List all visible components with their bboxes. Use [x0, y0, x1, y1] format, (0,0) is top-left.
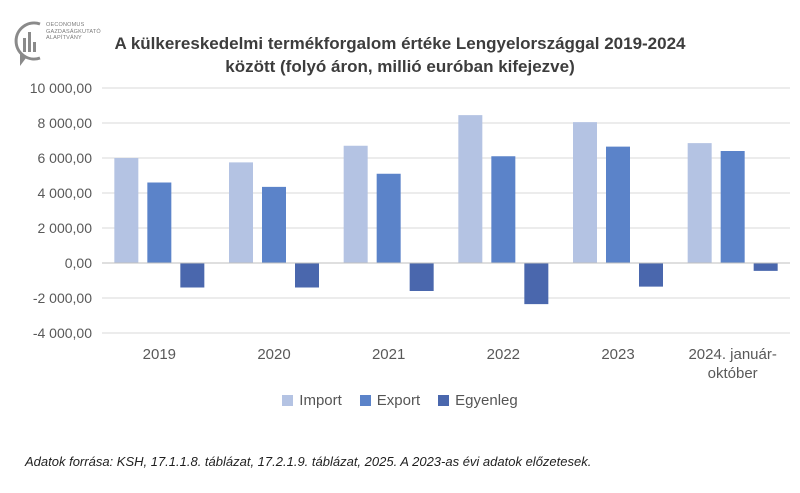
bar-import	[687, 143, 712, 263]
logo-text: OECONOMUS GAZDASÁGKUTATÓ ALAPÍTVÁNY	[46, 22, 101, 42]
bar-export	[491, 156, 516, 263]
bar-export	[720, 151, 745, 263]
bar-export	[262, 186, 286, 263]
y-tick-label: -2 000,00	[33, 290, 92, 306]
bar-export	[147, 182, 172, 263]
bar-export	[376, 173, 401, 263]
logo-line-1: OECONOMUS	[46, 22, 85, 28]
bar-import	[458, 115, 483, 263]
x-category-label: 2020	[257, 346, 290, 363]
x-category-label: 2021	[372, 346, 405, 363]
x-category-label: 2022	[487, 346, 520, 363]
legend-swatch-export	[359, 395, 371, 406]
bar-egyenleg	[524, 263, 549, 305]
bar-egyenleg	[180, 263, 205, 288]
logo-line-3: ALAPÍTVÁNY	[46, 35, 82, 41]
x-category-label: október	[708, 365, 758, 382]
y-tick-label: 2 000,00	[38, 220, 93, 236]
legend-item-export: Export	[359, 392, 421, 409]
logo-mark-icon	[14, 21, 41, 66]
legend-swatch-egyenleg	[438, 395, 450, 406]
bar-import	[229, 162, 253, 263]
bar-egyenleg	[409, 263, 434, 291]
legend-label-egyenleg: Egyenleg	[455, 392, 518, 409]
oeconomus-logo: OECONOMUS GAZDASÁGKUTATÓ ALAPÍTVÁNY	[10, 18, 101, 68]
x-category-label: 2019	[143, 346, 176, 363]
bar-egyenleg	[639, 263, 663, 287]
legend-label-import: Import	[299, 392, 342, 409]
logo-line-2: GAZDASÁGKUTATÓ	[46, 28, 101, 35]
chart-title-line-2: között (folyó áron, millió euróban kifej…	[225, 57, 575, 76]
bar-import	[573, 122, 597, 263]
source-note: Adatok forrása: KSH, 17.1.1.8. táblázat,…	[25, 454, 592, 469]
legend-item-egyenleg: Egyenleg	[438, 392, 518, 409]
bar-egyenleg	[295, 263, 319, 288]
y-tick-label: 0,00	[65, 255, 92, 271]
bar-import	[114, 158, 139, 263]
chart-title-line-1: A külkereskedelmi termékforgalom értéke …	[114, 34, 686, 53]
chart-legend: Import Export Egyenleg	[0, 392, 800, 409]
y-tick-label: 10 000,00	[30, 80, 92, 96]
legend-swatch-import	[282, 395, 294, 406]
bar-export	[606, 146, 630, 263]
y-tick-label: 4 000,00	[38, 185, 93, 201]
y-tick-label: 6 000,00	[38, 150, 93, 166]
y-tick-label: -4 000,00	[33, 325, 92, 341]
bar-egyenleg	[753, 263, 778, 271]
y-tick-label: 8 000,00	[38, 115, 93, 131]
legend-label-export: Export	[376, 392, 421, 409]
x-category-label: 2024. január-	[688, 346, 776, 363]
legend-item-import: Import	[282, 392, 342, 409]
x-category-label: 2023	[601, 346, 634, 363]
chart-title: A külkereskedelmi termékforgalom értéke …	[100, 32, 700, 78]
bar-import	[343, 145, 368, 263]
